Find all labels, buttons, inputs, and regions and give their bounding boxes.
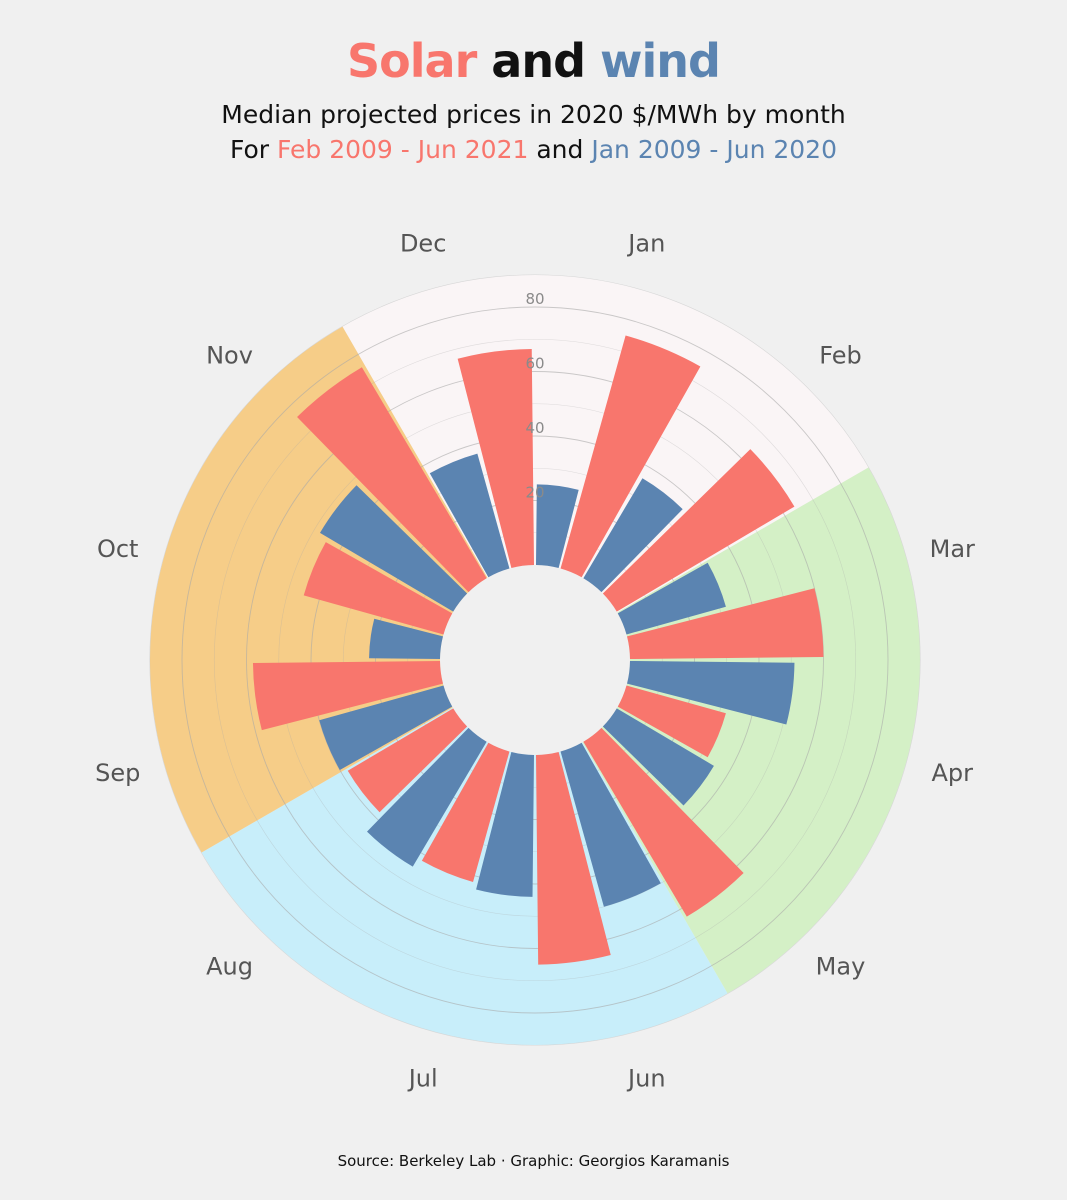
- title-wind: wind: [600, 34, 721, 88]
- wind-bar-feb: [583, 478, 683, 593]
- month-label-jun: Jun: [626, 1064, 666, 1092]
- title-solar: Solar: [347, 34, 477, 88]
- solar-bar-sep: [347, 708, 468, 813]
- month-label-may: May: [816, 952, 866, 980]
- month-label-apr: Apr: [932, 759, 974, 787]
- grid-circle: [407, 532, 663, 788]
- wind-bar-mar: [617, 562, 726, 635]
- month-label-jan: Jan: [626, 230, 665, 258]
- subtitle-prefix: For: [229, 135, 270, 165]
- wind-bar-jun: [560, 742, 661, 907]
- month-label-feb: Feb: [819, 342, 862, 370]
- grid-circle: [181, 306, 889, 1014]
- subtitle-solar-range: Feb 2009 - Jun 2021: [277, 135, 529, 165]
- month-label-nov: Nov: [206, 342, 253, 370]
- season-bands: [150, 275, 921, 1045]
- wind-bar-sep: [319, 685, 453, 770]
- solar-bar-may: [617, 685, 726, 758]
- solar-bar-jan: [457, 348, 535, 568]
- grid-circles: [149, 274, 921, 1046]
- chart-title: Solar and wind: [0, 34, 1067, 89]
- solar-bar-apr: [627, 588, 824, 660]
- grid-circle: [149, 274, 921, 1046]
- y-tick-label: 60: [525, 355, 544, 373]
- wind-bar-nov: [319, 485, 468, 612]
- solar-bar-dec: [297, 367, 487, 593]
- solar-bar-nov: [303, 542, 453, 635]
- solar-bar-aug: [421, 742, 510, 882]
- month-labels: Jan Feb Mar Apr May Jun Jul Aug Sep Oct Nov Dec: [95, 230, 975, 1093]
- center-hole: [440, 565, 630, 755]
- subtitle-line1: Median projected prices in 2020 $/MWh by…: [221, 100, 846, 130]
- chart-subtitle: Median projected prices in 2020 $/MWh by…: [0, 97, 1067, 167]
- solar-bar-jun: [583, 727, 744, 917]
- subtitle-wind-range: Jan 2009 - Jun 2020: [591, 135, 837, 165]
- solar-bar-mar: [602, 449, 795, 612]
- grid-circle: [342, 467, 728, 853]
- wind-bar-jul: [476, 752, 535, 897]
- wind-bar-aug: [366, 727, 487, 867]
- title-and: and: [491, 34, 586, 88]
- month-label-jul: Jul: [407, 1064, 438, 1092]
- solar-bar-feb: [560, 335, 701, 578]
- month-label-aug: Aug: [206, 952, 253, 980]
- wind-bar-apr: [627, 660, 795, 725]
- grid-circle: [278, 403, 792, 917]
- bars: [252, 335, 824, 965]
- wind-bar-dec: [429, 453, 510, 578]
- subtitle-mid: and: [536, 135, 584, 165]
- y-tick-label: 20: [525, 484, 544, 502]
- wind-bar-may: [602, 708, 714, 806]
- subtitle-line2: For Feb 2009 - Jun 2021 and Jan 2009 - J…: [0, 132, 1067, 167]
- wind-bar-jan: [535, 484, 579, 568]
- header: Solar and wind Median projected prices i…: [0, 34, 1067, 167]
- grid-circle: [246, 371, 824, 949]
- source-caption: Source: Berkeley Lab · Graphic: Georgios…: [337, 1152, 730, 1170]
- y-tick-label: 80: [525, 290, 544, 308]
- month-label-sep: Sep: [95, 759, 140, 787]
- y-tick-label: 40: [525, 419, 544, 437]
- solar-bar-oct: [252, 660, 443, 731]
- month-label-mar: Mar: [930, 535, 975, 563]
- solar-bar-jul: [535, 752, 611, 965]
- y-tick-labels: 20 40 60 80: [525, 290, 544, 502]
- month-label-oct: Oct: [97, 535, 139, 563]
- grid-circle: [310, 435, 760, 885]
- wind-bar-oct: [369, 618, 443, 660]
- grid-circle: [375, 500, 695, 820]
- month-label-dec: Dec: [400, 230, 446, 258]
- grid-circle: [213, 338, 857, 982]
